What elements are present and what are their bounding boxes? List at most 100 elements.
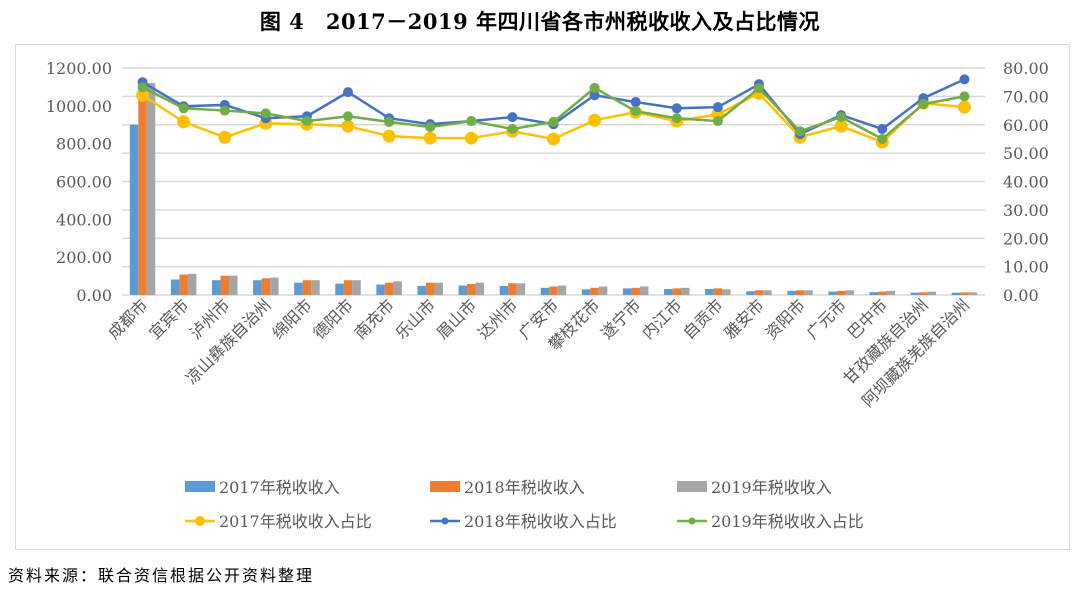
line-marker <box>219 105 230 116</box>
left-tick-label: 400.00 <box>56 210 112 229</box>
bar <box>425 282 435 295</box>
bar <box>393 281 402 295</box>
line-marker <box>959 91 970 102</box>
bar <box>228 275 238 295</box>
x-tick-label: 德阳市 <box>309 295 356 342</box>
legend-label: 2017年税收收入 <box>219 478 340 497</box>
bar <box>672 288 682 295</box>
legend-item: 2018年税收收入 <box>430 478 585 497</box>
chart-frame <box>15 44 1070 550</box>
bar <box>664 288 673 295</box>
bar <box>581 289 591 295</box>
line-marker <box>382 129 396 143</box>
x-tick-label: 乐山市 <box>392 295 439 342</box>
bar <box>845 290 854 295</box>
bar <box>376 284 385 295</box>
x-tick-label: 广元市 <box>803 295 850 342</box>
bar <box>598 286 608 295</box>
right-tick-label: 10.00 <box>1003 258 1049 277</box>
x-tick-label: 宜宾市 <box>145 295 192 342</box>
gridlines <box>122 67 985 296</box>
line-marker <box>218 130 232 144</box>
line-marker <box>588 113 602 127</box>
line-marker <box>918 99 929 110</box>
right-tick-label: 50.00 <box>1003 144 1049 163</box>
left-tick-label: 0.00 <box>76 286 112 305</box>
bar <box>352 280 361 295</box>
left-y-axis: 0.00 200.00 400.00 600.00 800.00 1000.00 1200.… <box>46 59 112 305</box>
bar <box>960 292 969 295</box>
bar <box>713 288 723 295</box>
bar <box>499 285 509 295</box>
right-tick-label: 70.00 <box>1003 87 1049 106</box>
right-tick-label: 20.00 <box>1003 229 1049 248</box>
line-marker <box>343 111 354 122</box>
legend-marker-icon <box>688 517 696 525</box>
bar <box>804 290 813 295</box>
line-marker <box>877 124 888 135</box>
legend-marker-icon <box>195 516 205 526</box>
legend-swatch-icon <box>430 481 460 492</box>
line-marker <box>341 119 355 133</box>
x-tick-label: 内江市 <box>638 295 685 342</box>
bar <box>220 275 229 295</box>
bar <box>270 277 279 295</box>
legend-swatch-icon <box>185 481 215 492</box>
bar <box>261 278 271 295</box>
bar <box>557 285 567 295</box>
legend-label: 2017年税收收入占比 <box>219 512 372 531</box>
bar <box>622 288 632 295</box>
bar <box>927 291 937 295</box>
x-tick-label: 眉山市 <box>433 295 480 342</box>
bar <box>508 283 517 295</box>
bar <box>886 290 896 295</box>
bar <box>631 287 640 295</box>
legend-item: 2017年税收收入占比 <box>185 512 372 531</box>
line-marker <box>795 126 806 137</box>
figure-title: 图 4 2017－2019 年四川省各市州税收收入及占比情况 <box>259 9 821 34</box>
bar <box>179 274 188 295</box>
line-marker <box>301 116 312 127</box>
bar <box>836 290 846 295</box>
right-tick-label: 40.00 <box>1003 173 1049 192</box>
line-marker <box>753 83 764 94</box>
legend-label: 2018年税收收入占比 <box>464 512 617 531</box>
bar <box>549 286 558 295</box>
bar <box>170 279 180 295</box>
line-marker <box>507 112 518 123</box>
bar <box>187 273 197 295</box>
legend: 2017年税收收入 2018年税收收入 2019年税收收入 2017年税收收入占比 20… <box>185 478 864 531</box>
x-axis-labels: 成都市宜宾市泸州市凉山彝族自治州绵阳市德阳市南充市乐山市眉山市达州市广安市攀枝花… <box>104 295 973 410</box>
legend-swatch-icon <box>677 481 707 492</box>
bar <box>705 288 714 295</box>
right-tick-label: 30.00 <box>1003 201 1049 220</box>
bar <box>129 124 139 295</box>
line-marker <box>589 90 600 101</box>
bar <box>910 292 920 295</box>
line-marker <box>957 100 971 114</box>
line-marker <box>548 116 559 127</box>
bar <box>590 287 599 295</box>
line-marker <box>137 82 148 93</box>
bar <box>746 291 755 295</box>
bar <box>869 292 879 295</box>
bar <box>294 282 303 295</box>
bar <box>253 280 262 295</box>
left-tick-label: 800.00 <box>56 135 112 154</box>
x-tick-label: 资阳市 <box>762 295 809 342</box>
line-marker <box>547 132 560 146</box>
bar <box>516 283 526 295</box>
legend-label: 2018年税收收入 <box>464 478 585 497</box>
bar <box>639 286 649 295</box>
line-marker <box>466 116 477 127</box>
line-marker <box>178 103 189 114</box>
bar <box>458 285 468 295</box>
bar <box>787 290 796 295</box>
bar <box>828 291 837 295</box>
bar <box>302 280 312 295</box>
legend-label: 2019年税收收入 <box>711 478 832 497</box>
x-tick-label: 雅安市 <box>720 295 767 342</box>
x-tick-label: 南充市 <box>351 295 398 342</box>
line-marker <box>384 116 395 127</box>
line-marker <box>260 108 271 119</box>
